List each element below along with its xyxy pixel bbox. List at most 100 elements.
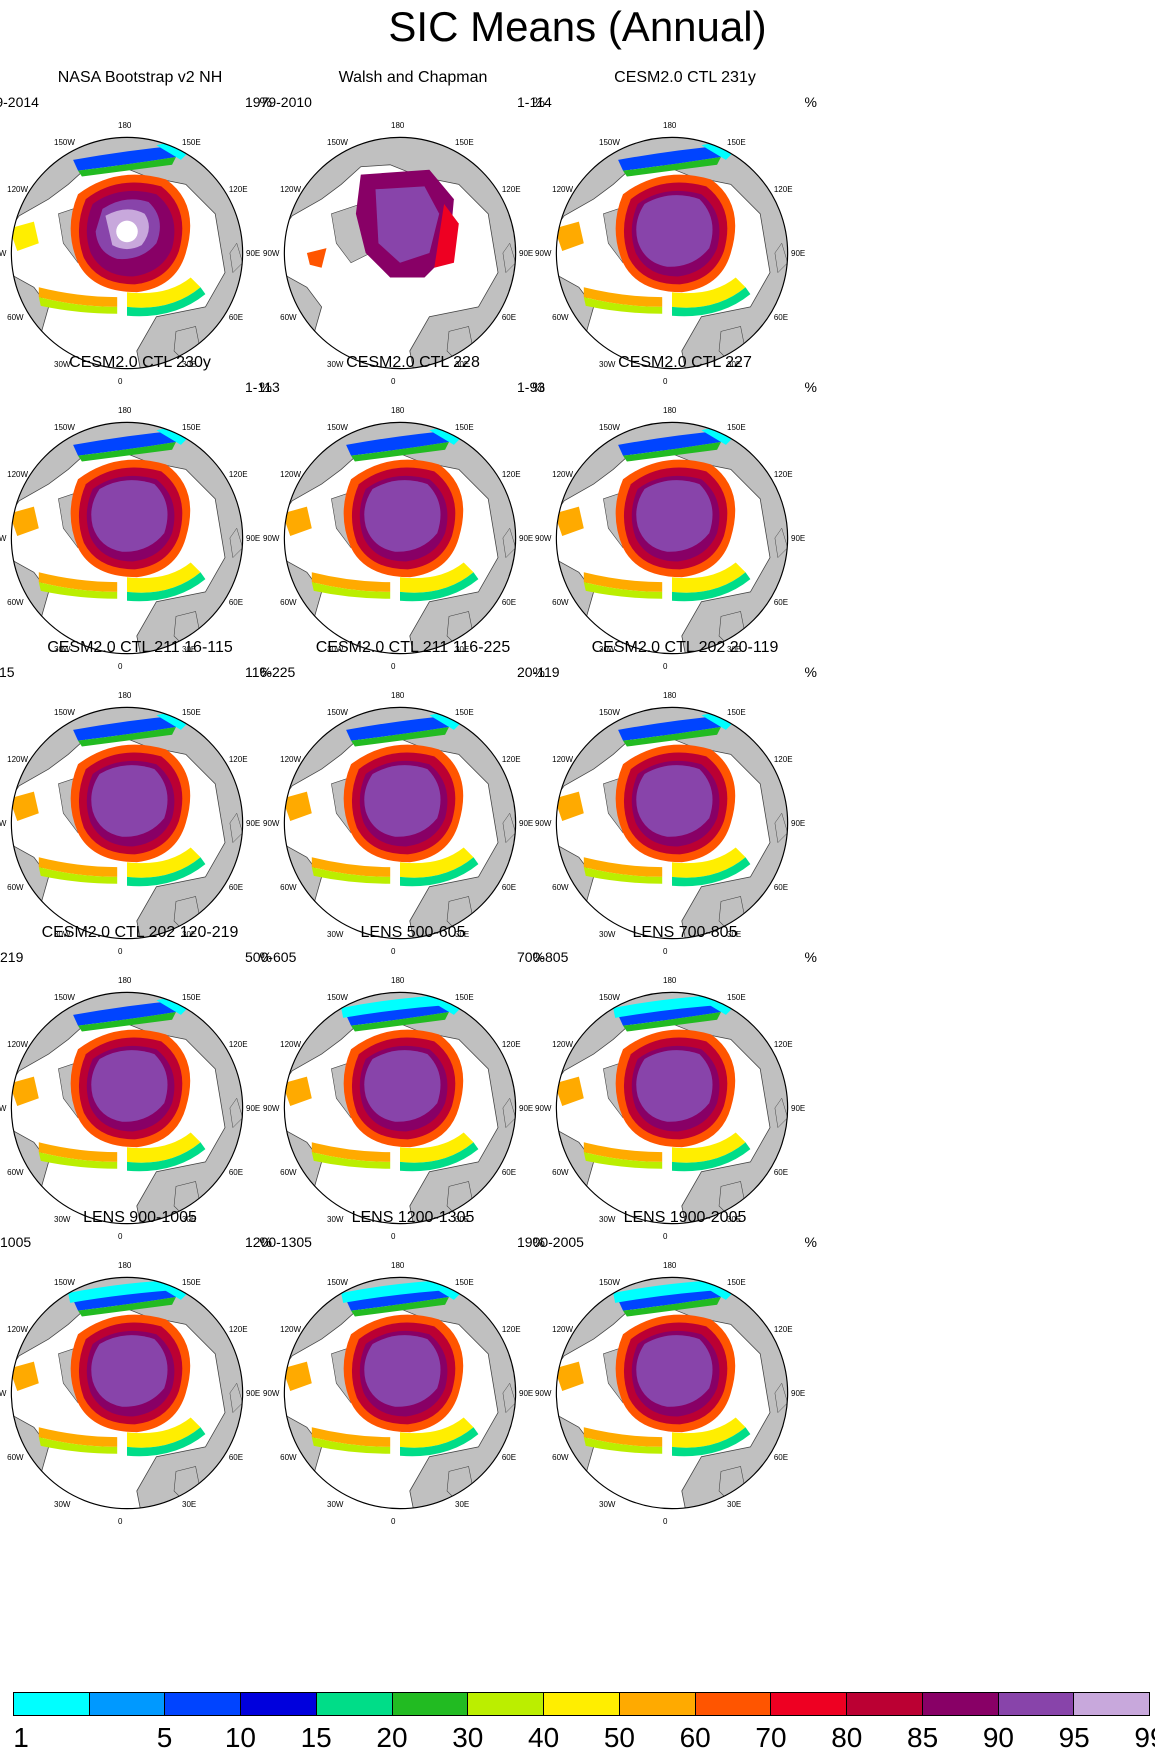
longitude-label: 120W [7,1040,29,1049]
longitude-label: 120W [7,185,29,194]
map-panel: NASA Bootstrap v2 NH 1979-2014% 180 150E 120… [0,68,320,388]
longitude-label: 30W [54,644,71,654]
longitude-label: 150E [182,138,201,148]
longitude-label: 90W [263,534,280,543]
panel-unit: % [804,379,817,395]
longitude-label: 30W [599,929,616,939]
map-panel: CESM2.0 CTL 211 116-225 116-225% 180 150E 12… [233,638,593,958]
longitude-label: 60E [501,883,517,892]
longitude-label: 60E [228,313,244,322]
longitude-label: 150W [599,708,620,718]
longitude-label: 90W [0,819,7,828]
map-panel: CESM2.0 CTL 202 20-119 20-119% 180 150E 120E… [505,638,865,958]
longitude-label: 60W [552,1453,569,1462]
longitude-label: 150W [599,993,620,1003]
longitude-label: 150W [54,993,75,1003]
map-panel: CESM2.0 CTL 231y 1-114% 180 150E 120E 90E 60E 3… [505,68,865,388]
longitude-label: 90W [535,819,552,828]
longitude-label: 150E [455,708,474,718]
longitude-label: 180 [391,1261,405,1270]
panel-period: 1979-2010 [245,94,312,110]
longitude-label: 60W [280,883,297,892]
longitude-label: 90E [519,1104,534,1113]
colorbar-swatch [544,1693,620,1715]
panel-period: 900-1005 [0,1234,32,1250]
longitude-label: 180 [118,121,132,130]
longitude-label: 150W [327,1278,348,1288]
polar-map [0,391,274,685]
longitude-label: 150E [455,1278,474,1288]
map-panel: LENS 1900-2005 1900-2005% 180 150E 120E 90E 60… [505,1208,865,1528]
longitude-label: 150E [182,1278,201,1288]
longitude-label: 30E [727,1499,742,1509]
longitude-label: 90W [263,1104,280,1113]
panel-unit: % [532,949,545,965]
polar-map [253,391,547,685]
longitude-label: 30W [327,1499,344,1509]
longitude-label: 30E [182,1499,197,1509]
longitude-label: 90W [535,1104,552,1113]
map-panel: CESM2.0 CTL 227 1-93% 180 150E 120E 90E 60E 30E… [505,353,865,673]
panel-title: LENS 700-805 [632,924,738,941]
colorbar-tick-label: 70 [755,1722,787,1753]
longitude-label: 90E [791,1104,806,1113]
longitude-label: 90E [519,534,534,543]
longitude-label: 120E [773,1040,793,1049]
longitude-label: 60W [280,1453,297,1462]
longitude-label: 90W [263,249,280,258]
colorbar-tick-label: 5 [156,1722,173,1753]
longitude-label: 30E [455,1499,470,1509]
longitude-label: 30E [182,359,197,369]
colorbar [13,1692,1150,1716]
colorbar-swatch [392,1693,469,1715]
longitude-label: 120E [501,470,521,479]
longitude-label: 30W [54,359,71,369]
longitude-label: 180 [663,406,677,415]
colorbar-labels: 1510152030405060708085909599 [13,1722,1155,1758]
colorbar-tick-label: 50 [603,1722,635,1753]
longitude-label: 60W [280,1168,297,1177]
longitude-label: 120W [280,1040,302,1049]
longitude-label: 150W [327,708,348,718]
longitude-label: 30W [599,359,616,369]
longitude-label: 150W [54,1278,75,1288]
longitude-label: 90E [246,534,261,543]
longitude-label: 30W [327,1214,344,1224]
panel-period: 1-93 [517,379,546,395]
longitude-label: 90W [263,819,280,828]
longitude-label: 120W [7,755,29,764]
longitude-label: 0 [663,662,668,671]
longitude-label: 150W [327,423,348,433]
panel-unit: % [259,94,272,110]
longitude-label: 30E [182,644,197,654]
colorbar-tick-label: 60 [679,1722,711,1753]
longitude-label: 150W [599,1278,620,1288]
longitude-label: 120E [773,755,793,764]
longitude-label: 30E [182,929,197,939]
longitude-label: 30W [599,1499,616,1509]
polar-map [525,1246,819,1540]
longitude-label: 0 [663,1232,668,1241]
longitude-label: 90E [791,819,806,828]
longitude-label: 60E [228,1168,244,1177]
longitude-label: 120E [228,185,248,194]
longitude-label: 150E [727,708,746,718]
colorbar-tick-label: 15 [300,1722,332,1753]
longitude-label: 0 [391,1517,396,1526]
longitude-label: 30E [455,359,470,369]
longitude-label: 150E [455,138,474,148]
panel-period: 1979-2014 [0,94,39,110]
panel-period: 116-225 [245,664,296,680]
longitude-label: 180 [118,1261,132,1270]
longitude-label: 60W [280,313,297,322]
colorbar-swatch [14,1693,90,1715]
map-panel: CESM2.0 CTL 211 16-115 16-115% 180 150E 120E… [0,638,320,958]
polar-map [525,961,819,1255]
panel-period: 1-113 [245,379,280,395]
colorbar-tick-label: 1 [13,1722,29,1753]
longitude-label: 150W [599,138,620,148]
longitude-label: 90E [519,1389,534,1398]
longitude-label: 60W [280,598,297,607]
longitude-label: 90E [246,1104,261,1113]
longitude-label: 150W [54,423,75,433]
